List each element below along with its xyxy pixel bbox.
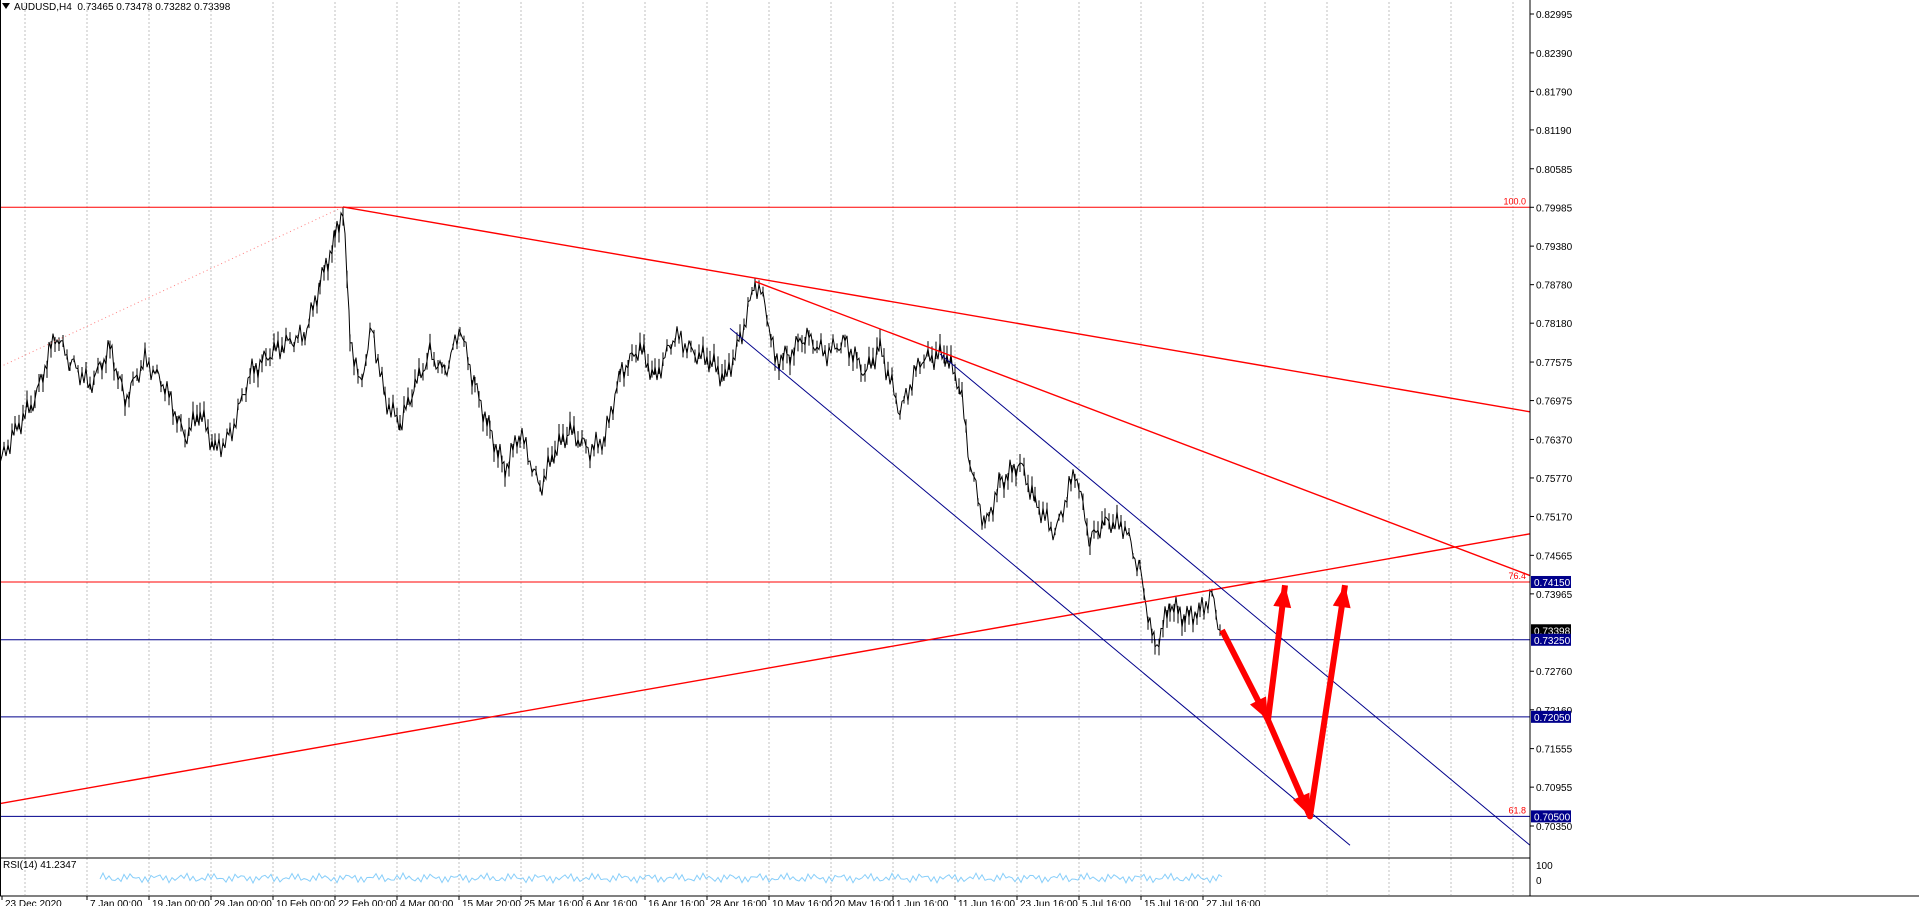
chart-header: AUDUSD,H4 0.73465 0.73478 0.73282 0.7339… xyxy=(2,2,230,13)
price-tag-box xyxy=(1531,810,1571,823)
time-tick-label: 1 Jun 16:00 xyxy=(896,899,949,906)
price-tag: 0.73398 xyxy=(1531,624,1571,637)
price-tick-label: 0.79985 xyxy=(1536,203,1573,214)
grid xyxy=(24,2,1514,895)
arrow-head-icon xyxy=(1273,585,1292,609)
time-tick-label: 29 Jan 00:00 xyxy=(214,899,272,906)
time-tick-label: 7 Jan 00:00 xyxy=(90,899,143,906)
ohlc-label: 0.73465 0.73478 0.73282 0.73398 xyxy=(77,2,231,13)
price-tick-label: 0.77575 xyxy=(1536,358,1573,369)
price-tick-label: 0.78780 xyxy=(1536,281,1573,292)
time-tick-label: 23 Dec 2020 xyxy=(5,899,62,906)
price-tick-label: 0.73965 xyxy=(1536,590,1573,601)
price-tag: 0.73250 xyxy=(1531,633,1571,647)
price-tag-label: 0.73250 xyxy=(1534,636,1571,647)
time-tick-label: 5 Jul 16:00 xyxy=(1082,899,1131,906)
time-tick-label: 16 Apr 16:00 xyxy=(648,899,705,906)
price-tag-label: 0.70500 xyxy=(1534,812,1571,823)
red-trendline[interactable] xyxy=(342,206,1531,413)
price-tick-label: 0.82995 xyxy=(1536,10,1573,21)
time-tick-label: 15 Jul 16:00 xyxy=(1144,899,1199,906)
time-tick-label: 6 Apr 16:00 xyxy=(586,899,638,906)
price-tag: 0.72050 xyxy=(1531,710,1571,724)
arrow-head-icon xyxy=(1292,792,1310,817)
price-tick-label: 0.81790 xyxy=(1536,87,1573,98)
red-trendline[interactable] xyxy=(0,533,1531,805)
blue-channel-line[interactable] xyxy=(729,327,1351,846)
price-series xyxy=(0,207,1221,656)
time-tick-label: 20 May 16:00 xyxy=(834,899,895,906)
forecast-arrows[interactable] xyxy=(1219,584,1351,820)
price-tag-label: 0.73398 xyxy=(1534,626,1571,637)
arrow-head-icon xyxy=(1332,585,1351,609)
fib-level-label: 61.8 xyxy=(1508,805,1526,815)
time-tick-label: 28 Apr 16:00 xyxy=(710,899,767,906)
price-tick-label: 0.74565 xyxy=(1536,551,1573,562)
price-tick-label: 0.70350 xyxy=(1536,822,1573,833)
price-tick-label: 0.76370 xyxy=(1536,435,1573,446)
price-tick-label: 0.75770 xyxy=(1536,474,1573,485)
time-tick-label: 19 Jan 00:00 xyxy=(152,899,210,906)
dropdown-triangle-icon[interactable] xyxy=(2,3,10,9)
price-tag: 0.74150 xyxy=(1531,575,1571,589)
time-tick-label: 27 Jul 16:00 xyxy=(1206,899,1261,906)
red-trendline[interactable] xyxy=(754,280,1531,577)
time-tick-label: 10 May 16:00 xyxy=(772,899,833,906)
price-tag-box xyxy=(1531,575,1571,588)
symbol-label: AUDUSD,H4 xyxy=(14,2,72,13)
price-tick-label: 0.76975 xyxy=(1536,397,1573,408)
price-tick-label: 0.75170 xyxy=(1536,512,1573,523)
fib-level-label: 100.0 xyxy=(1503,196,1526,206)
price-tick-label: 0.70955 xyxy=(1536,783,1573,794)
rsi-scale-bottom: 0 xyxy=(1536,876,1542,887)
price-tag-box xyxy=(1531,624,1571,637)
price-tag: 0.70500 xyxy=(1531,810,1571,823)
price-tag-label: 0.74150 xyxy=(1534,578,1571,589)
price-tick-label: 0.81190 xyxy=(1536,126,1572,137)
time-tick-label: 11 Jun 16:00 xyxy=(958,899,1016,906)
price-tick-label: 0.79380 xyxy=(1536,242,1573,253)
price-tag-label: 0.72050 xyxy=(1534,713,1571,724)
rsi-scale-top: 100 xyxy=(1536,861,1553,872)
price-tick-label: 0.80585 xyxy=(1536,165,1573,176)
blue-channel-line[interactable] xyxy=(939,353,1531,846)
rsi-line xyxy=(99,871,1223,885)
horizontal-levels[interactable]: 100.0 76.4 61.8 xyxy=(0,196,1530,817)
time-tick-label: 10 Feb 00:00 xyxy=(276,899,335,906)
trendlines[interactable] xyxy=(0,206,1531,846)
rsi-title: RSI(14) 41.2347 xyxy=(3,860,77,871)
price-tag-box xyxy=(1531,633,1571,646)
time-tick-label: 15 Mar 20:00 xyxy=(462,899,521,906)
arrow-head-icon xyxy=(1249,696,1268,721)
time-tick-label: 25 Mar 16:00 xyxy=(524,899,583,906)
price-tick-label: 0.82390 xyxy=(1536,49,1573,60)
time-tick-label: 23 Jun 16:00 xyxy=(1020,899,1078,906)
price-tick-label: 0.71555 xyxy=(1536,745,1573,756)
time-tick-label: 4 Mar 00:00 xyxy=(400,899,454,906)
time-tick-label: 22 Feb 00:00 xyxy=(338,899,397,906)
price-tick-label: 0.72760 xyxy=(1536,667,1573,678)
price-tag-box xyxy=(1531,710,1571,723)
fib-level-label: 76.4 xyxy=(1508,571,1526,581)
price-tick-label: 0.78180 xyxy=(1536,319,1573,330)
